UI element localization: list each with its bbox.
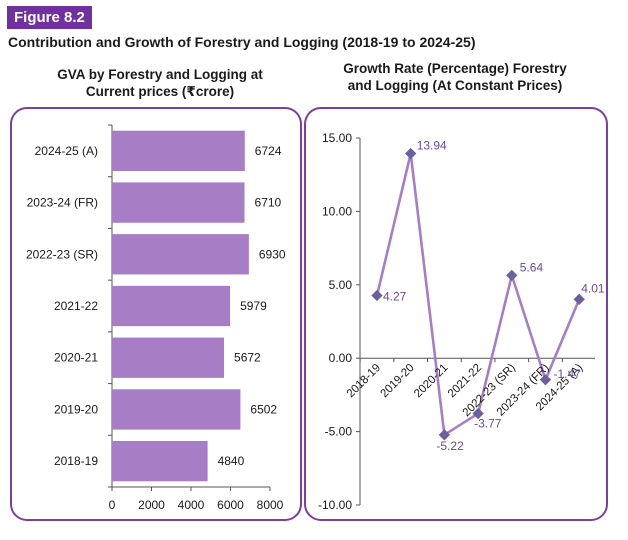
bar-data-label: 5979 xyxy=(240,299,267,313)
line-point xyxy=(405,147,417,160)
line-y-tick-label: -5.00 xyxy=(325,425,353,439)
bar xyxy=(112,285,231,327)
bar-category-label: 2018-19 xyxy=(54,454,98,468)
line-point xyxy=(573,293,585,305)
line-data-label: -1.47 xyxy=(554,367,582,381)
bar-chart-title-line-2: Current prices (₹crore) xyxy=(85,84,235,99)
line-point xyxy=(438,429,451,441)
line-data-label: -5.22 xyxy=(436,439,464,453)
bar-category-label: 2024-25 (A) xyxy=(35,144,98,158)
bar-data-label: 6710 xyxy=(255,196,282,210)
line-data-label: 4.27 xyxy=(383,290,407,304)
bar-data-label: 6930 xyxy=(259,247,286,261)
bar-category-label: 2020-21 xyxy=(54,351,98,365)
line-x-tick-label: 2018-19 xyxy=(345,362,383,400)
figure-label: Figure 8.2 xyxy=(7,6,92,29)
bar-x-tick-label: 4000 xyxy=(178,498,205,512)
line-point xyxy=(472,407,484,420)
bar-data-label: 5672 xyxy=(234,351,261,365)
line-data-label: 5.64 xyxy=(520,260,544,274)
bar-data-label: 4840 xyxy=(218,454,245,468)
bar xyxy=(112,234,249,275)
line-point xyxy=(539,374,552,386)
bar-data-label: 6724 xyxy=(255,144,282,158)
line-x-tick-label: 2019-20 xyxy=(378,362,416,400)
bar-category-label: 2021-22 xyxy=(54,299,98,313)
bar xyxy=(112,130,245,172)
line-data-label: 13.94 xyxy=(417,139,447,153)
line-x-tick-label: 2020-21 xyxy=(412,362,450,400)
line-y-tick-label: 15.00 xyxy=(322,131,352,145)
line-chart-frame xyxy=(304,107,608,521)
line-data-label: -3.77 xyxy=(474,417,502,431)
bar xyxy=(112,440,208,482)
line-chart-title-line-1: Growth Rate (Percentage) Forestry xyxy=(343,61,567,76)
bar-x-tick-label: 2000 xyxy=(138,498,165,512)
bar-chart-title: GVA by Forestry and Logging at Current p… xyxy=(10,66,310,100)
bar xyxy=(112,182,245,223)
line-chart-title: Growth Rate (Percentage) Forestry and Lo… xyxy=(305,60,605,94)
bar-chart-frame xyxy=(10,107,302,521)
bar-x-tick-label: 6000 xyxy=(217,498,244,512)
bar xyxy=(112,337,225,378)
line-point xyxy=(371,289,383,302)
line-y-tick-label: 0.00 xyxy=(329,351,353,365)
figure-title: Contribution and Growth of Forestry and … xyxy=(8,34,476,50)
bar-category-label: 2023-24 (FR) xyxy=(27,196,98,210)
bar-x-tick-label: 8000 xyxy=(257,498,284,512)
bar-chart: 2024-25 (A) 6724 2023-24 (FR) 6710 2022-23 (… xyxy=(26,124,286,512)
bar-data-label: 6502 xyxy=(250,402,277,416)
line-data-label: 4.01 xyxy=(581,281,605,295)
bar-category-label: 2022-23 (SR) xyxy=(26,247,98,261)
line-point xyxy=(506,269,518,282)
bar-category-label: 2019-20 xyxy=(54,402,98,416)
bar xyxy=(112,389,241,430)
line-chart-title-line-2: and Logging (At Constant Prices) xyxy=(347,78,563,93)
line-chart: 15.00 10.00 5.00 0.00 -5.00 -10.00 2018-192019… xyxy=(318,131,605,512)
line-y-tick-label: 10.00 xyxy=(322,204,352,218)
bar-x-tick-label: 0 xyxy=(109,498,116,512)
line-y-tick-label: -10.00 xyxy=(318,498,352,512)
bar-chart-title-line-1: GVA by Forestry and Logging at xyxy=(57,67,263,82)
line-y-tick-label: 5.00 xyxy=(329,278,353,292)
